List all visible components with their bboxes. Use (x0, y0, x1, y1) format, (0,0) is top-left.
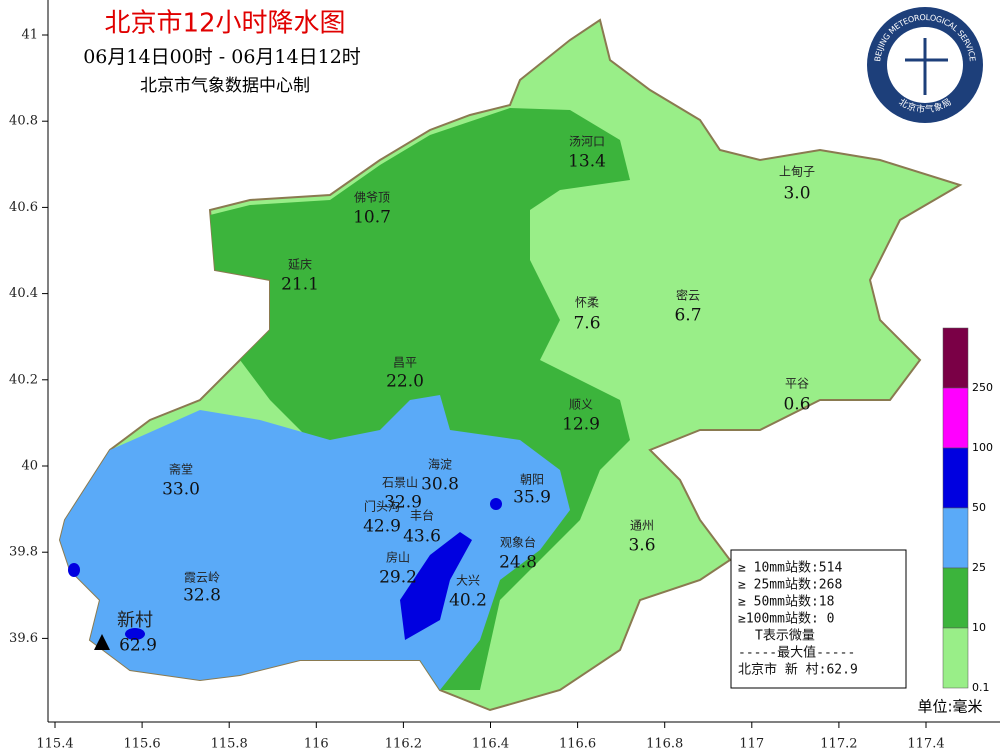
station-value: 21.1 (281, 275, 319, 295)
station-value: 22.0 (386, 372, 424, 392)
x-tick-label: 117 (739, 737, 764, 752)
logo: BEIJING METEOROLOGICAL SERVICE 北京市气象局 (867, 7, 983, 123)
stats-line: -----最大值----- (738, 645, 855, 661)
y-tick-label: 39.8 (9, 545, 38, 560)
y-tick-label: 40.2 (9, 372, 38, 387)
station-name: 延庆 (288, 258, 312, 272)
stats-line: T表示微量 (755, 629, 815, 644)
station-value: 29.2 (379, 568, 417, 588)
stats-line: ≥100mm站数: 0 (738, 612, 834, 627)
x-tick-label: 115.8 (211, 737, 248, 752)
station-value: 24.8 (499, 553, 537, 573)
station-triangle (94, 634, 110, 650)
x-tick-label: 117.2 (820, 737, 857, 752)
period: 06月14日00时 - 06月14日12时 (83, 46, 361, 68)
legend-label: 0.1 (972, 681, 990, 694)
station-name: 石景山 (382, 476, 418, 490)
station-value: 40.2 (449, 591, 487, 611)
y-tick-label: 41 (21, 28, 38, 43)
station-value: 6.7 (674, 306, 701, 326)
stats-line: ≥ 10mm站数:514 (738, 561, 842, 576)
station-name: 霞云岭 (184, 571, 220, 585)
unit: 单位:毫米 (917, 698, 982, 716)
station-name: 大兴 (456, 574, 480, 588)
x-tick-label: 116.6 (559, 737, 596, 752)
stats-box (730, 549, 907, 689)
x-tick-label: 116.4 (472, 737, 509, 752)
station-value: 62.9 (119, 636, 157, 656)
station-name: 门头沟 (364, 499, 400, 514)
station-name: 上甸子 (779, 165, 815, 179)
rain-50-100 (125, 628, 145, 640)
station-value: 33.0 (162, 480, 200, 500)
stats-line: 北京市 新 村:62.9 (738, 662, 858, 678)
x-tick-label: 116 (304, 737, 329, 752)
x-tick-label: 116.8 (646, 737, 683, 752)
station-value: 3.6 (628, 536, 655, 556)
stats-line: ≥ 25mm站数:268 (738, 578, 842, 593)
y-tick-label: 40.8 (9, 114, 38, 129)
station-value: 13.4 (568, 152, 606, 172)
y-tick-label: 40.6 (9, 200, 38, 215)
station-name: 丰台 (410, 508, 434, 523)
station-value: 43.6 (403, 527, 441, 547)
station-name: 斋堂 (169, 462, 193, 477)
legend-swatch (942, 387, 969, 449)
station-name: 怀柔 (575, 296, 599, 310)
station-value: 32.8 (183, 586, 221, 606)
x-tick-label: 117.4 (907, 737, 944, 752)
rain-50-100 (490, 498, 502, 510)
station-value: 35.9 (513, 488, 551, 508)
rain-50-100 (68, 563, 80, 577)
rain-25-50 (60, 395, 570, 690)
station-name: 昌平 (393, 356, 417, 370)
station-name: 朝阳 (520, 473, 544, 487)
station-value: 10.7 (353, 208, 391, 228)
station-name: 新村 (117, 610, 153, 631)
station-name: 观象台 (500, 535, 536, 550)
legend-swatch (942, 327, 969, 389)
map-shapes (58, 18, 963, 712)
legend-label: 50 (972, 501, 986, 514)
rain-50-100 (400, 532, 472, 640)
legend-label: 100 (972, 441, 993, 454)
y-tick-label: 40.4 (9, 286, 38, 301)
station-name: 佛爷顶 (354, 191, 390, 205)
station-name: 顺义 (569, 398, 593, 412)
legend-swatch (942, 627, 969, 689)
legend-label: 250 (972, 381, 993, 394)
station-value: 42.9 (363, 517, 401, 537)
y-tick-label: 39.6 (9, 631, 38, 646)
legend-label: 25 (972, 561, 986, 574)
station-name: 房山 (386, 550, 410, 565)
station-value: 0.6 (783, 395, 810, 415)
station-value: 30.8 (421, 475, 459, 495)
station-name: 平谷 (785, 377, 809, 391)
legend-swatch (942, 447, 969, 509)
station-name: 密云 (676, 288, 700, 303)
legend-label: 10 (972, 621, 986, 634)
station-name: 海淀 (428, 457, 452, 472)
station-value: 32.9 (384, 493, 422, 513)
legend-swatch (942, 567, 969, 629)
producer: 北京市气象数据中心制 (140, 76, 310, 96)
station-value: 12.9 (562, 415, 600, 435)
x-tick-label: 116.2 (385, 737, 422, 752)
x-tick-label: 115.4 (36, 737, 73, 752)
station-value: 3.0 (783, 184, 810, 204)
legend-swatch (942, 507, 969, 569)
title: 北京市12小时降水图 (104, 9, 345, 39)
y-tick-label: 40 (21, 459, 38, 474)
x-tick-label: 115.6 (123, 737, 160, 752)
station-name: 汤河口 (569, 135, 605, 149)
stats-line: ≥ 50mm站数:18 (738, 595, 834, 610)
station-name: 通州 (630, 519, 654, 533)
station-value: 7.6 (573, 314, 600, 334)
